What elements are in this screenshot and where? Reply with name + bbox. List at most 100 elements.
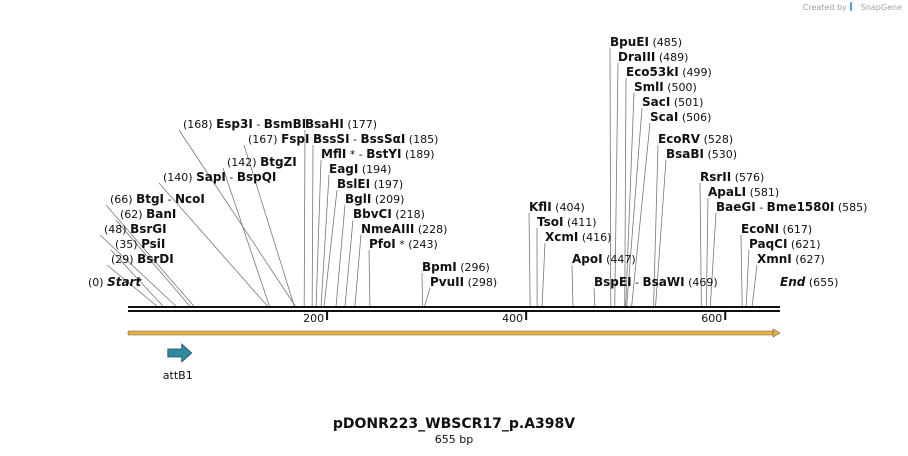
site-name-part: NmeAIII: [361, 222, 414, 236]
site-pos-kfli: (404): [552, 201, 585, 214]
site-name-part: BtgI: [136, 192, 164, 206]
site-name-part: PaqCI: [749, 237, 787, 251]
site-label-mfli[interactable]: MflI * - BstYI (189): [321, 147, 435, 161]
site-line-paqci: [745, 249, 750, 307]
site-label-eco53ki[interactable]: Eco53kI (499): [626, 65, 712, 79]
site-label-bsssi[interactable]: BssSI - BssSαI (185): [313, 132, 438, 146]
site-line-bspei: [593, 287, 596, 307]
site-line-eco53ki: [624, 77, 627, 307]
site-name-part: FspI: [281, 132, 309, 146]
orf-track[interactable]: [127, 328, 781, 338]
site-label-rsrii[interactable]: RsrII (576): [700, 170, 764, 184]
site-name-part: BsrGI: [130, 222, 167, 236]
site-pos-rsrii: (576): [731, 171, 764, 184]
tick-label-400: 400: [502, 312, 523, 325]
site-name-part: PsiI: [141, 237, 165, 251]
site-label-bsahi[interactable]: BsaHI (177): [305, 117, 377, 131]
site-name-part: BanI: [146, 207, 176, 221]
site-line-kfli: [528, 212, 531, 307]
site-label-paqci[interactable]: PaqCI (621): [749, 237, 821, 251]
site-label-pvuii[interactable]: PvuII (298): [430, 275, 497, 289]
site-label-kfli[interactable]: KflI (404): [529, 200, 585, 214]
site-name-part: ScaI: [650, 110, 678, 124]
site-leader-lines: [99, 47, 758, 307]
site-label-draiii[interactable]: DraIII (489): [618, 50, 688, 64]
watermark-brand: SnapGene: [860, 3, 902, 12]
site-line-bsabi: [655, 159, 667, 307]
site-label-sapi[interactable]: (140) SapI - BspQI: [163, 170, 276, 184]
orf-arrowhead[interactable]: [772, 328, 781, 338]
site-name-part: Esp3I: [216, 117, 253, 131]
site-name-part: Eco53kI: [626, 65, 679, 79]
site-line-apali: [705, 197, 709, 307]
site-name-part: BssSI: [313, 132, 350, 146]
site-pos-eco53ki: (499): [679, 66, 712, 79]
site-label-end[interactable]: End (655): [780, 275, 838, 289]
site-line-bsssi: [311, 144, 314, 307]
site-line-psii: [110, 249, 164, 307]
site-label-psii[interactable]: (35) PsiI: [115, 237, 165, 251]
site-name-part: -: [164, 193, 175, 206]
site-line-ecorv: [653, 144, 659, 307]
site-line-econi: [740, 234, 743, 307]
site-pos-paqci: (621): [787, 238, 820, 251]
site-label-econi[interactable]: EcoNI (617): [741, 222, 812, 236]
site-name-part: SacI: [642, 95, 670, 109]
site-label-btgzi[interactable]: (142) BtgZI: [227, 155, 297, 169]
site-name-part: EcoRV: [658, 132, 701, 146]
site-label-nmeaiii[interactable]: NmeAIII (228): [361, 222, 447, 236]
site-label-xcmi[interactable]: XcmI (416): [545, 230, 611, 244]
site-label-bspei[interactable]: BspEI - BsaWI (469): [594, 275, 718, 289]
site-name-part: BaeGI: [716, 200, 756, 214]
orf-bar[interactable]: [127, 330, 775, 336]
site-name-part: BsaHI: [305, 117, 344, 131]
site-label-bani[interactable]: (62) BanI: [120, 207, 176, 221]
site-label-baegi[interactable]: BaeGI - Bme1580I (585): [716, 200, 867, 214]
site-label-ecorv[interactable]: EcoRV (528): [658, 132, 733, 146]
site-name-part: BssSαI: [361, 132, 406, 146]
site-name-part: End: [780, 275, 806, 289]
site-label-apali[interactable]: ApaLI (581): [708, 185, 779, 199]
feature-attb1-arrow[interactable]: [167, 343, 193, 363]
site-label-scai[interactable]: ScaI (506): [650, 110, 711, 124]
site-label-bbvci[interactable]: BbvCI (218): [353, 207, 425, 221]
site-pos-btgi: (66): [110, 193, 136, 206]
site-label-start[interactable]: (0) Start: [88, 275, 142, 289]
site-pos-saci: (501): [670, 96, 703, 109]
site-name-part: EcoNI: [741, 222, 779, 236]
site-label-saci[interactable]: SacI (501): [642, 95, 703, 109]
site-label-bsrgi[interactable]: (48) BsrGI: [104, 222, 167, 236]
site-label-eagi[interactable]: EagI (194): [329, 162, 391, 176]
site-label-xmni[interactable]: XmnI (627): [757, 252, 825, 266]
site-labels: (0) Start(29) BsrDI(35) PsiI(48) BsrGI(6…: [88, 35, 867, 289]
site-pos-mfli: (189): [401, 148, 434, 161]
site-pos-econi: (617): [779, 223, 812, 236]
site-label-pfoi[interactable]: PfoI * (243): [369, 237, 438, 251]
site-label-bslei[interactable]: BslEI (197): [337, 177, 403, 191]
site-label-bsabi[interactable]: BsaBI (530): [666, 147, 737, 161]
site-label-bpuei[interactable]: BpuEI (485): [610, 35, 682, 49]
site-name-part: PvuII: [430, 275, 464, 289]
site-label-bsrdi[interactable]: (29) BsrDI: [111, 252, 174, 266]
site-pos-bsabi: (530): [704, 148, 737, 161]
site-name-part: Bme1580I: [767, 200, 835, 214]
site-pos-bspei: (469): [685, 276, 718, 289]
site-name-part: NcoI: [175, 192, 205, 206]
site-name-part: BstYI: [366, 147, 401, 161]
site-label-bpmi[interactable]: BpmI (296): [422, 260, 490, 274]
site-name-part: * -: [346, 148, 366, 161]
site-pos-bsrdi: (29): [111, 253, 137, 266]
site-pos-bslei: (197): [370, 178, 403, 191]
site-name-part: RsrII: [700, 170, 731, 184]
site-label-tsoi[interactable]: TsoI (411): [537, 215, 597, 229]
site-label-bgli[interactable]: BglI (209): [345, 192, 404, 206]
site-label-smli[interactable]: SmlI (500): [634, 80, 697, 94]
site-name-part: BpuEI: [610, 35, 649, 49]
site-label-fspi[interactable]: (167) FspI: [248, 132, 309, 146]
site-label-apoi[interactable]: ApoI (447): [572, 252, 636, 266]
sequence-backbone: [128, 306, 780, 312]
site-label-esp3i[interactable]: (168) Esp3I - BsmBI: [183, 117, 306, 131]
site-name-part: PfoI: [369, 237, 396, 251]
site-label-btgi[interactable]: (66) BtgI - NcoI: [110, 192, 205, 206]
site-line-draiii: [614, 62, 619, 307]
